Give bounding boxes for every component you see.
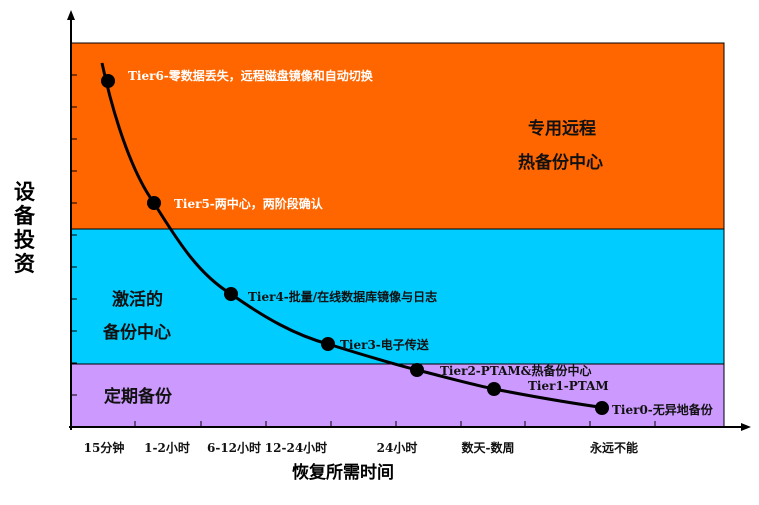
tier1-label: Tier1-PTAM [528, 379, 609, 393]
tier4-point [224, 287, 238, 301]
x-axis-label: 恢复所需时间 [292, 463, 394, 483]
tier2-label: Tier2-PTAM&热备份中心 [440, 364, 592, 378]
tier3-point [321, 337, 335, 351]
x-tick-label: 12-24小时 [264, 441, 328, 455]
tier5-label: Tier5-两中心，两阶段确认 [174, 197, 323, 211]
x-tick-label: 数天-数周 [461, 441, 515, 455]
tier5-point [147, 196, 161, 210]
zone-label-periodic: 定期备份 [104, 387, 172, 407]
tier2-point [410, 363, 424, 377]
x-tick-label: 永远不能 [589, 441, 639, 455]
x-axis-arrow [741, 423, 751, 431]
x-tick-label: 24小时 [376, 441, 418, 455]
zone-label-hot-2: 热备份中心 [518, 153, 603, 173]
tier6-point [101, 74, 115, 88]
zone-active-backup [70, 228, 725, 365]
x-tick-label: 6-12小时 [206, 441, 262, 455]
tier1-point [487, 382, 501, 396]
tier4-label: Tier4-批量/在线数据库镜像与日志 [248, 290, 438, 304]
tier3-label: Tier3-电子传送 [340, 338, 429, 352]
zone-label-hot-1: 专用远程 [528, 119, 596, 139]
zone-label-active-2: 备份中心 [103, 323, 171, 343]
y-axis-arrow [67, 10, 75, 20]
tier6-label: Tier6-零数据丢失，远程磁盘镜像和自动切换 [128, 69, 373, 83]
x-tick-label: 1-2小时 [144, 441, 190, 455]
x-tick-label: 15分钟 [83, 441, 125, 455]
y-axis-label: 设备投资 [14, 180, 35, 276]
tier0-point [595, 401, 609, 415]
zone-label-active-1: 激活的 [112, 290, 163, 310]
tier0-label: Tier0-无异地备份 [612, 403, 713, 417]
zone-hot-remote [70, 42, 725, 230]
